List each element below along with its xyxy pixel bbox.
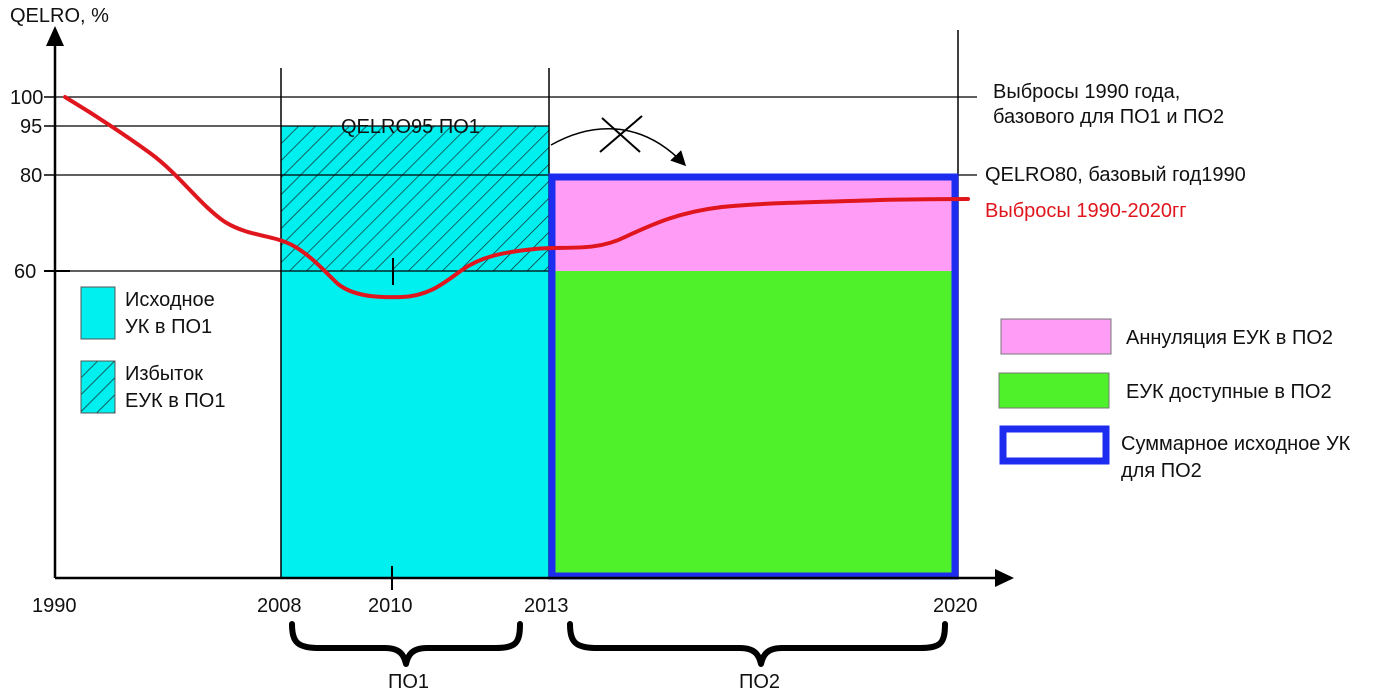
surplus-aau-p1-area: [281, 126, 549, 271]
carry-over-cross: [599, 115, 643, 153]
brace-p1: [289, 621, 523, 667]
legend-initial-label-line1: Исходное: [125, 289, 215, 311]
legend-total-label-line1: Суммарное исходное УК: [1121, 433, 1351, 455]
x-tick-2008: 2008: [257, 595, 302, 617]
legend-cancel-swatch: [1000, 318, 1112, 355]
x-tick-2013: 2013: [524, 595, 569, 617]
qelro95-label: QELRO95 ПО1: [341, 116, 480, 138]
legend-initial-label-line2: УК в ПО1: [125, 316, 212, 338]
legend-total-swatch: [999, 425, 1110, 465]
qelro80-label: QELRO80, базовый год1990: [985, 164, 1246, 186]
y-tick-95: 95: [20, 116, 42, 138]
initial-aau-p1-area: [281, 271, 549, 578]
x-axis-arrow: [995, 569, 1014, 587]
emissions-1990-label-line2: базового для ПО1 и ПО2: [993, 106, 1224, 128]
legend-cancel-label: Аннуляция ЕУК в ПО2: [1126, 327, 1333, 349]
legend-available-label: ЕУК доступные в ПО2: [1126, 381, 1332, 403]
x-tick-1990: 1990: [32, 595, 77, 617]
total-aau-p2-frame: [548, 173, 959, 580]
emissions-curve: [63, 95, 970, 300]
y-tick-80: 80: [20, 165, 42, 187]
x-tick-2020: 2020: [933, 595, 978, 617]
y-axis-arrow: [46, 26, 64, 46]
legend-initial-swatch: [80, 286, 116, 340]
y-tick-100: 100: [10, 87, 43, 109]
brace-p2: [567, 621, 948, 667]
legend-surplus-swatch: [80, 360, 116, 414]
period-1-label: ПО1: [388, 671, 429, 693]
y-axis-label: QELRO, %: [10, 5, 109, 27]
legend-surplus-label-line1: Избыток: [125, 363, 203, 385]
emissions-1990-label-line1: Выбросы 1990 года,: [993, 81, 1180, 103]
period-2-label: ПО2: [739, 671, 780, 693]
legend-available-swatch: [998, 372, 1110, 409]
x-tick-2010: 2010: [368, 595, 413, 617]
available-aau-p2-area: [549, 271, 958, 578]
emissions-series-label: Выбросы 1990-2020гг: [985, 200, 1187, 222]
legend-total-label-line2: для ПО2: [1121, 460, 1202, 482]
legend-surplus-label-line2: ЕУК в ПО1: [125, 390, 226, 412]
carry-over-arrow: [550, 127, 687, 167]
cancelled-aau-p2-area: [549, 177, 958, 271]
y-tick-60: 60: [14, 261, 36, 283]
